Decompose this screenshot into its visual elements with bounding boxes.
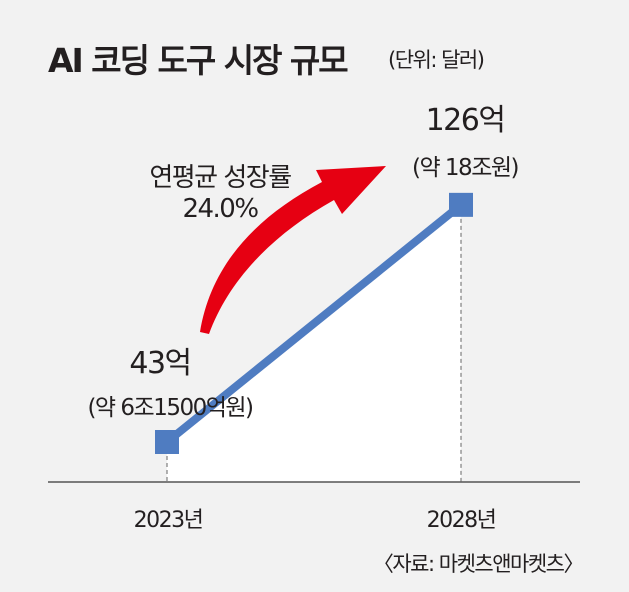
data-label-2028: 126억 — [425, 103, 506, 138]
data-point-2028 — [449, 192, 473, 217]
x-tick-2023: 2023년 — [133, 508, 204, 533]
x-tick-2028: 2028년 — [426, 508, 497, 533]
data-note-2023: (약 6조1500억원) — [87, 395, 254, 421]
series-line — [164, 201, 464, 446]
data-label-2023: 43억 — [129, 346, 192, 381]
data-note-2028: (약 18조원) — [411, 155, 520, 181]
growth-arrow — [200, 166, 386, 334]
area-fill — [167, 204, 461, 482]
chart-title: AI 코딩 도구 시장 규모 — [48, 41, 349, 80]
source-note: 〈자료: 마켓츠앤마켓츠〉 — [372, 552, 585, 576]
data-point-2023 — [155, 430, 179, 454]
unit-label: (단위: 달러) — [388, 48, 485, 72]
annotation-line1: 연평균 성장률 — [149, 163, 292, 193]
annotation-line2: 24.0% — [182, 194, 259, 224]
